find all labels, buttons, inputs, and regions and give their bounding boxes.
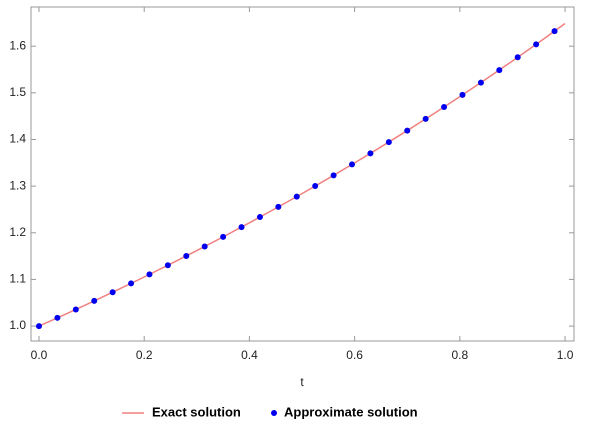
y-tick-label: 1.1: [9, 272, 26, 286]
data-point: [72, 306, 79, 313]
data-point: [330, 172, 337, 179]
x-tick-label: 0.4: [241, 348, 258, 362]
y-tick-label: 1.3: [9, 178, 26, 192]
legend-label: Approximate solution: [284, 404, 418, 419]
data-point: [109, 289, 116, 296]
data-point: [477, 79, 484, 86]
data-point: [367, 150, 374, 157]
y-tick-label: 1.6: [9, 38, 26, 52]
x-tick-label: 1.0: [557, 348, 574, 362]
plot-frame: [30, 6, 575, 342]
series-line: [38, 22, 566, 327]
data-point: [385, 139, 392, 146]
data-point: [238, 224, 245, 231]
data-point: [128, 280, 135, 287]
x-tick-label: 0.6: [346, 348, 363, 362]
data-point: [459, 91, 466, 98]
data-point: [496, 67, 503, 74]
x-tick-label: 0.8: [452, 348, 469, 362]
data-point: [514, 54, 521, 61]
x-tick-label: 0.0: [31, 348, 48, 362]
y-tick-label: 1.5: [9, 85, 26, 99]
data-point: [91, 297, 98, 304]
legend-label: Exact solution: [152, 404, 241, 419]
data-point: [533, 41, 540, 48]
data-point: [183, 252, 190, 259]
data-point: [201, 243, 208, 250]
data-point: [293, 193, 300, 200]
y-tick-label: 1.0: [9, 318, 26, 332]
y-tick-label: 1.2: [9, 225, 26, 239]
data-point: [349, 161, 356, 168]
data-point: [551, 28, 558, 35]
data-point: [54, 314, 61, 321]
data-point: [164, 262, 171, 269]
data-point: [220, 233, 227, 240]
data-point: [312, 183, 319, 190]
data-point: [275, 203, 282, 210]
x-tick-label: 0.2: [136, 348, 153, 362]
data-point: [404, 127, 411, 134]
y-tick-label: 1.4: [9, 132, 26, 146]
data-point: [146, 271, 153, 278]
x-axis-label: t: [300, 375, 304, 389]
data-point: [256, 214, 263, 221]
legend-marker: [271, 410, 277, 416]
data-point: [35, 323, 42, 330]
data-point: [441, 104, 448, 111]
data-point: [422, 115, 429, 122]
